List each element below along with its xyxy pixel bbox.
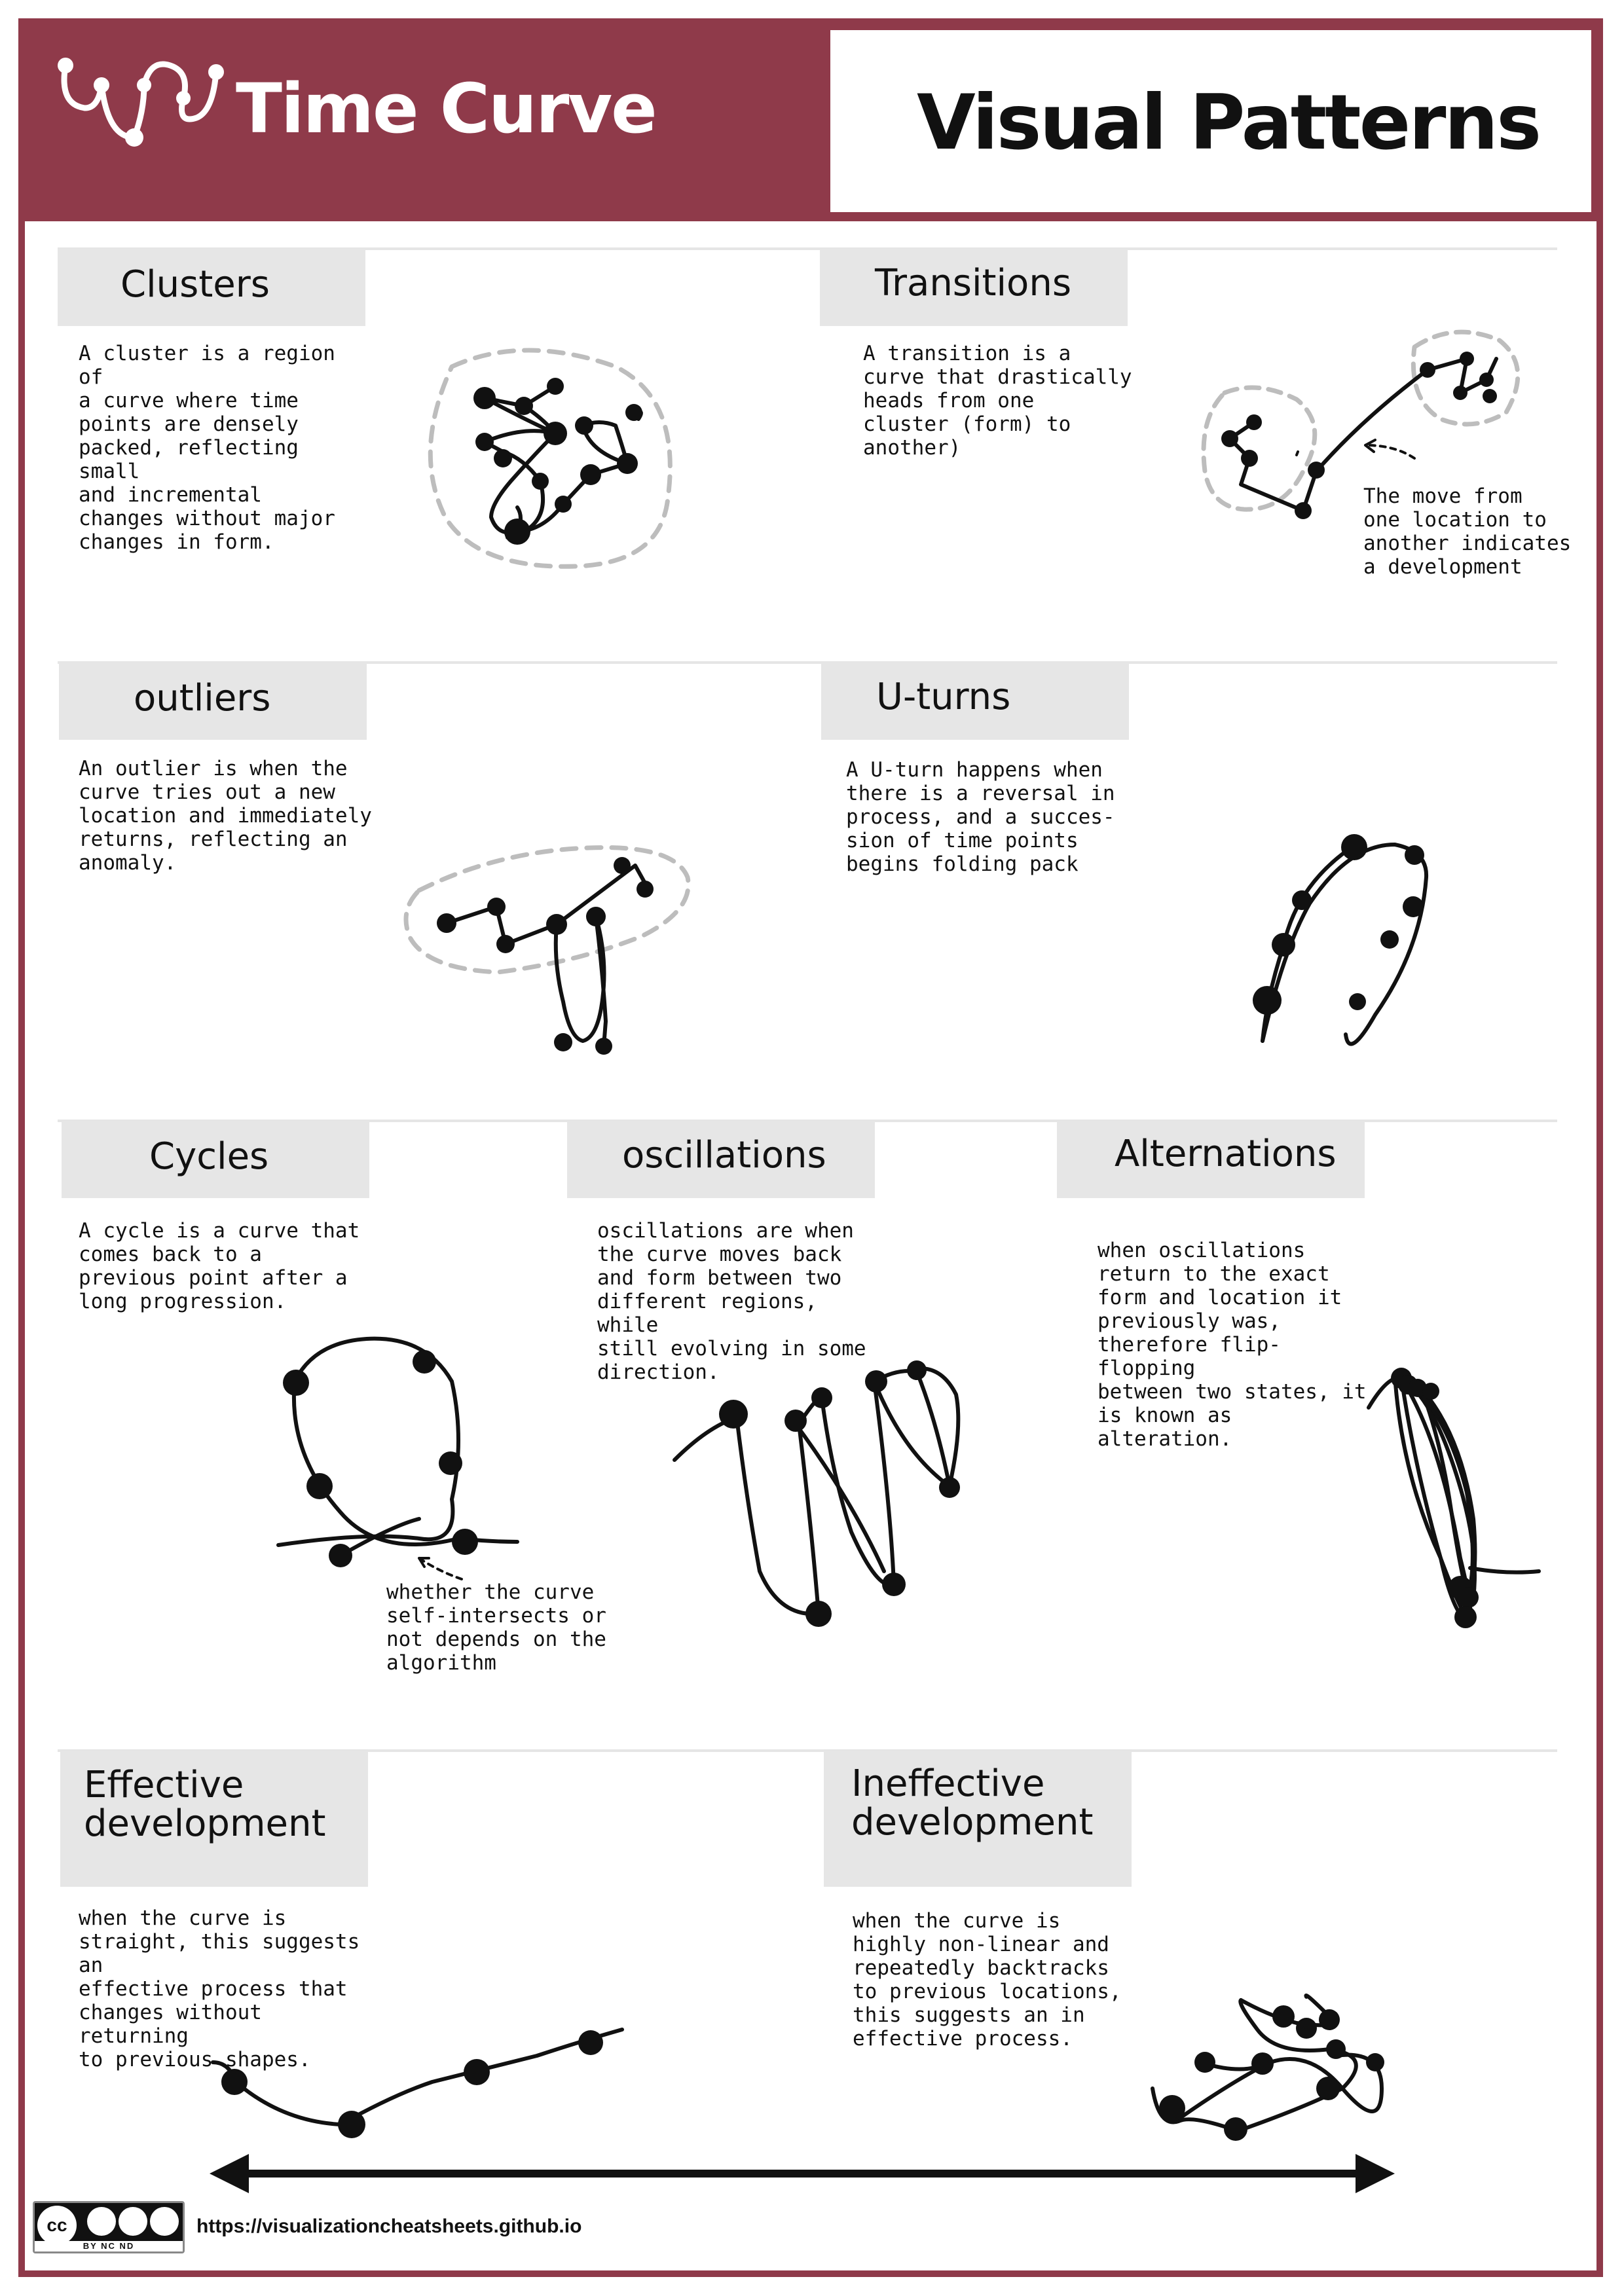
transitions-description: A transition is a curve that drastically…: [863, 342, 1132, 460]
cycles-annotation: whether the curve self-intersects or not…: [386, 1580, 606, 1675]
u-turns-description: A U-turn happens when there is a reversa…: [846, 758, 1115, 876]
creative-commons-icon: cc BY NC ND: [33, 2201, 185, 2253]
ineffective-title: Ineffective development: [851, 1762, 1094, 1844]
transitions-label-box: Transitions: [820, 249, 1128, 326]
transitions-title: Transitions: [875, 262, 1071, 304]
outliers-title: outliers: [134, 677, 271, 720]
alternations-description: when oscillations return to the exact fo…: [1098, 1239, 1367, 1451]
separator-row-2: [58, 661, 1557, 664]
ineffective-label-box: Ineffective development: [824, 1751, 1132, 1887]
cycles-title: Cycles: [149, 1135, 269, 1178]
u-turns-title: U-turns: [876, 676, 1011, 718]
header-banner: [25, 25, 825, 221]
transitions-annotation: The move from one location to another in…: [1363, 484, 1572, 579]
ineffective-description: when the curve is highly non-linear and …: [853, 1909, 1122, 2050]
separator-row-1: [58, 247, 1557, 250]
cycles-description: A cycle is a curve that comes back to a …: [79, 1219, 360, 1313]
oscillations-description: oscillations are when the curve moves ba…: [597, 1219, 866, 1384]
logo-text: Time Curve: [236, 69, 657, 149]
by-icon: [87, 2207, 116, 2236]
effective-description: when the curve is straight, this suggest…: [79, 1906, 360, 2071]
effective-title: Effective development: [84, 1764, 326, 1845]
cycles-diagram: [276, 1336, 519, 1558]
oscillations-label-box: oscillations: [567, 1121, 875, 1198]
nc-icon: [119, 2207, 147, 2236]
nd-icon: [150, 2207, 179, 2236]
clusters-points: [473, 378, 642, 545]
outliers-description: An outlier is when the curve tries out a…: [79, 757, 372, 875]
clusters-title: Clusters: [120, 263, 270, 306]
outliers-diagram: [403, 845, 691, 1048]
title-panel: [830, 30, 1591, 212]
license-terms: BY NC ND: [35, 2241, 183, 2251]
clusters-description: A cluster is a region of a curve where t…: [79, 342, 335, 554]
u-turns-label-box: U-turns: [821, 663, 1129, 740]
double-arrow-icon: [210, 2154, 1395, 2193]
time-curve-logo-icon: [58, 58, 224, 147]
clusters-label-box: Clusters: [58, 249, 365, 326]
cycles-label-box: Cycles: [62, 1121, 369, 1198]
alternations-title: Alternations: [1115, 1133, 1337, 1175]
separator-row-4: [58, 1749, 1557, 1752]
page-frame: [18, 18, 1603, 2277]
effective-label-box: Effective development: [60, 1751, 368, 1887]
effective-diagram: [211, 2028, 624, 2126]
footer-url[interactable]: https://visualizationcheatsheets.github.…: [196, 2215, 582, 2237]
oscillations-title: oscillations: [622, 1134, 826, 1176]
alternations-label-box: Alternations: [1057, 1121, 1365, 1198]
outliers-label-box: outliers: [59, 663, 367, 740]
page-title: Visual Patterns: [917, 79, 1541, 167]
oscillations-diagram: [673, 1366, 961, 1616]
cc-badge: cc: [37, 2206, 77, 2245]
